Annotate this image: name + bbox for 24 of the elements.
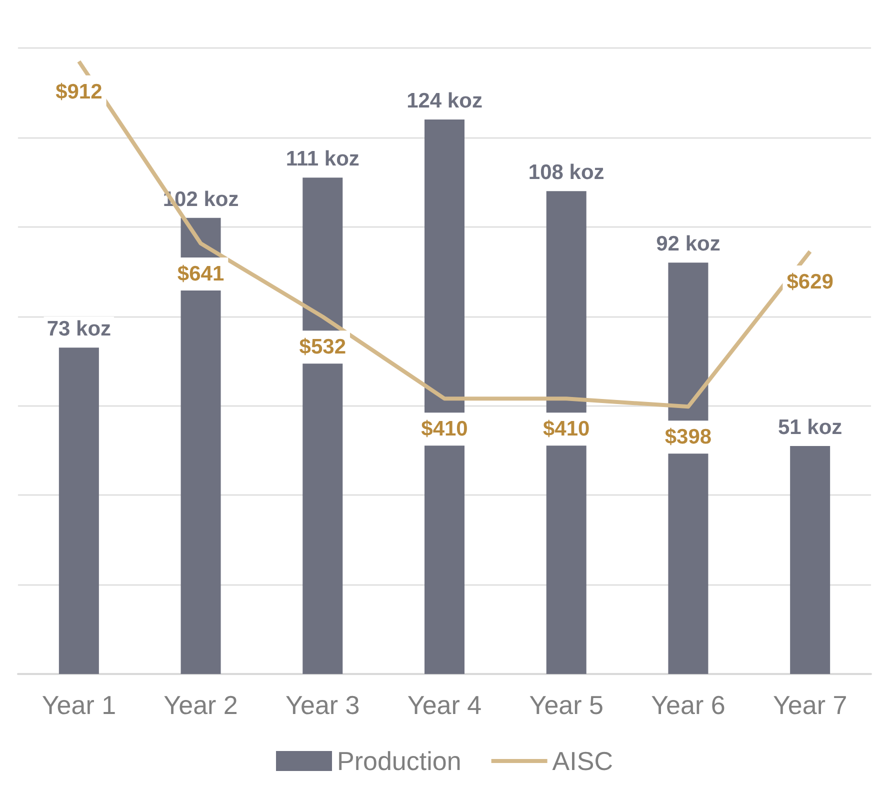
legend-label: AISC: [552, 746, 613, 776]
data-label: 92 koz: [656, 232, 720, 256]
bar: [58, 348, 99, 674]
data-label: $398: [664, 426, 712, 449]
x-tick-label: Year 5: [529, 690, 604, 720]
x-tick-label: Year 6: [651, 690, 726, 720]
data-label: $629: [786, 270, 834, 294]
data-label: $532: [299, 336, 346, 359]
data-label: $410: [421, 418, 468, 441]
data-label: $641: [177, 262, 224, 286]
data-label: 108 koz: [528, 161, 604, 184]
bar: [790, 446, 830, 674]
x-tick-label: Year 4: [407, 690, 482, 720]
data-label: $912: [56, 80, 102, 104]
data-label: 111 koz: [286, 148, 360, 171]
x-tick-label: Year 1: [42, 690, 116, 720]
data-label: 124 koz: [406, 90, 482, 113]
x-tick-label: Year 3: [286, 690, 360, 720]
x-tick-label: Year 2: [164, 690, 238, 720]
data-label: 73 koz: [46, 318, 112, 341]
legend-label: Production: [337, 746, 462, 776]
data-label: 51 koz: [778, 416, 842, 439]
x-tick-label: Year 7: [772, 690, 848, 720]
data-label: $410: [543, 418, 590, 441]
